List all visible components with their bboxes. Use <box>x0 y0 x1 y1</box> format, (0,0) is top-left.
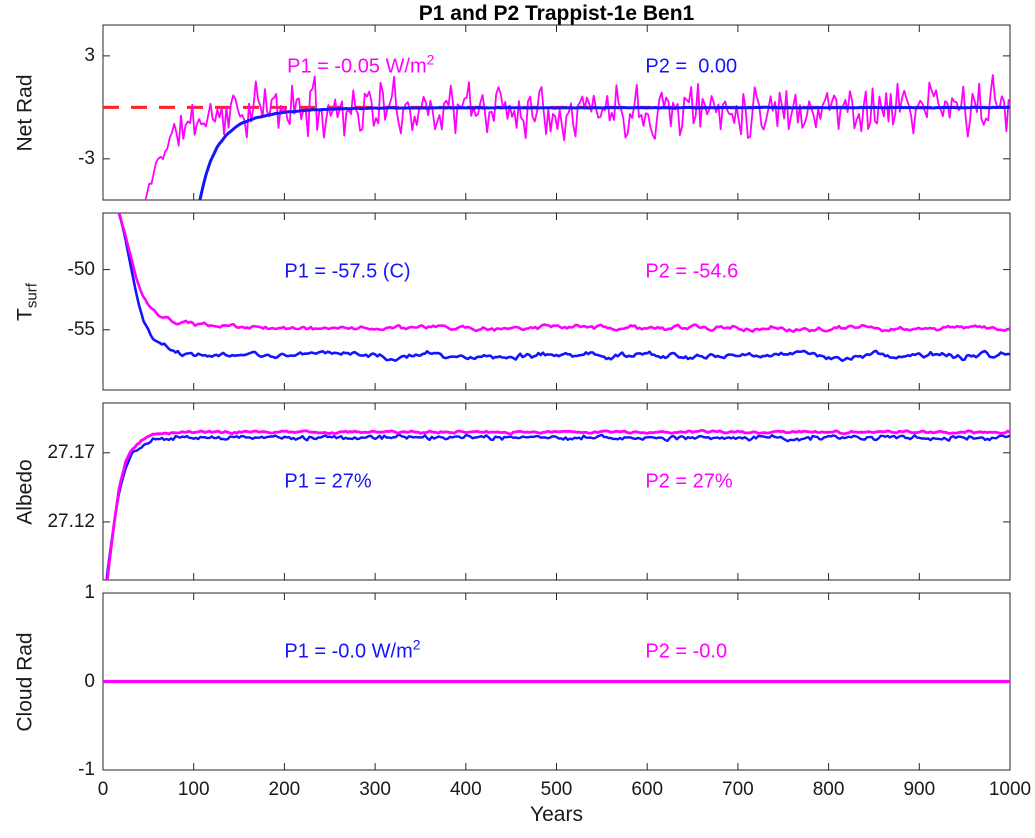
x-tick-label: 900 <box>903 779 936 800</box>
x-axis-label: Years <box>530 803 583 826</box>
chart-title: P1 and P2 Trappist-1e Ben1 <box>418 2 695 25</box>
annotation-text: P1 = 27% <box>284 470 372 493</box>
y-tick-label: 27.17 <box>47 441 95 463</box>
y-tick-label: -50 <box>67 258 95 280</box>
annotation-text: P1 = -57.5 (C) <box>284 259 411 282</box>
x-tick-label: 200 <box>268 779 301 800</box>
x-tick-label: 100 <box>177 779 210 800</box>
x-tick-label: 400 <box>449 779 482 800</box>
annotation-cloud-rad-p2: P2 = -0.0 <box>645 636 727 663</box>
y-tick-label: -3 <box>78 147 95 169</box>
annotation-net-rad-p2: P2 = 0.00 <box>645 52 737 79</box>
x-tick-label: 600 <box>631 779 664 800</box>
annotation-net-rad-p1: P1 = -0.05 W/m2 <box>287 52 434 79</box>
y-tick-label: 3 <box>84 44 95 66</box>
annotation-sup: 2 <box>426 51 435 68</box>
annotation-sup: 2 <box>412 636 421 653</box>
y-axis-label-tsurf: Tsurf <box>13 282 40 320</box>
x-tick-label: 0 <box>97 779 109 800</box>
annotation-albedo-p2: P2 = 27% <box>645 467 732 494</box>
annotation-text: P2 = 0.00 <box>645 55 738 78</box>
annotation-tsurf-p2: P2 = -54.6 <box>645 256 738 283</box>
annotation-text: P2 = 27% <box>645 470 733 493</box>
y-tick-label: 0 <box>84 670 95 692</box>
y-axis-label-sub: surf <box>23 282 41 308</box>
y-axis-label-net-rad: Net Rad <box>13 74 40 151</box>
annotation-text: P1 = -0.0 W/m <box>284 639 413 662</box>
y-axis-label-text: Net Rad <box>13 73 37 152</box>
annotation-albedo-p1: P1 = 27% <box>284 467 371 494</box>
y-tick-label: -1 <box>78 759 95 780</box>
annotation-text: P1 = -0.05 W/m <box>287 55 427 78</box>
annotation-text: P2 = -54.6 <box>645 259 739 282</box>
x-tick-label: 700 <box>722 779 754 800</box>
y-tick-label: -55 <box>67 318 95 340</box>
y-tick-label: 1 <box>84 582 95 603</box>
x-tick-label: 300 <box>359 779 391 800</box>
annotation-tsurf-p1: P1 = -57.5 (C) <box>284 256 410 283</box>
x-tick-label: 800 <box>812 779 845 800</box>
annotation-text: P2 = -0.0 <box>645 639 728 662</box>
y-tick-label: 27.12 <box>47 510 95 532</box>
x-tick-label: 1000 <box>988 779 1032 800</box>
x-tick-label: 500 <box>540 779 573 800</box>
annotation-cloud-rad-p1: P1 = -0.0 W/m2 <box>284 636 420 663</box>
